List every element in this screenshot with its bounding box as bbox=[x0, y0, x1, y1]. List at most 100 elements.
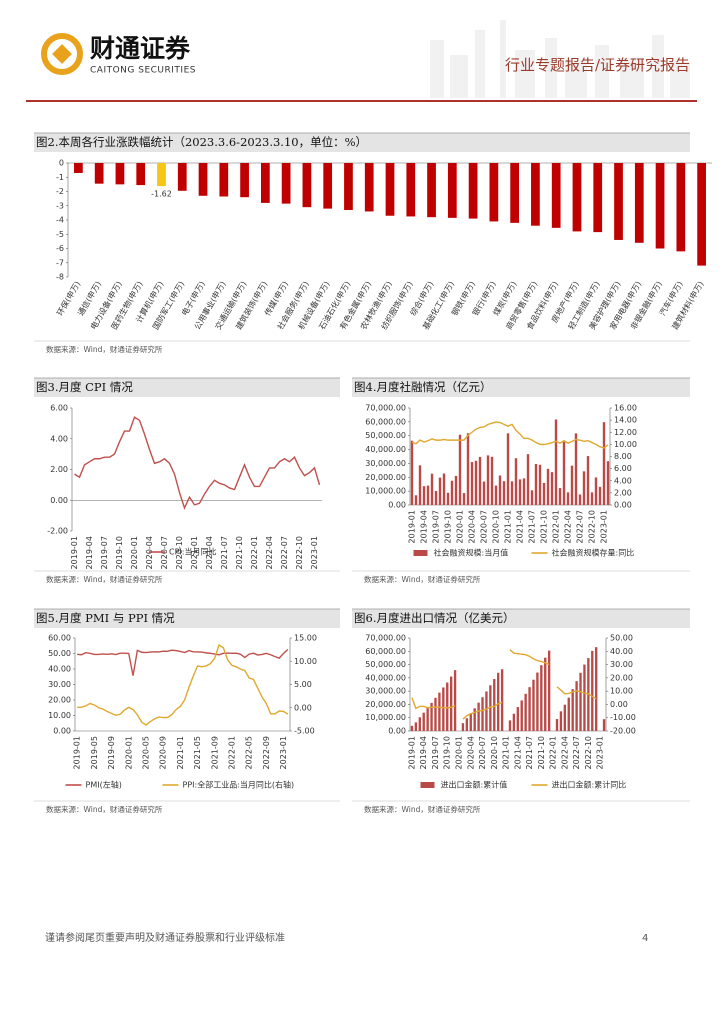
y-tick-label: 30.00 bbox=[48, 680, 71, 689]
y-tick-label: 70,000.00 bbox=[365, 404, 406, 413]
y2-tick-label: -5.00 bbox=[294, 727, 315, 736]
y-tick-label: 50,000.00 bbox=[365, 660, 406, 669]
y-tick-label: 40.00 bbox=[48, 665, 71, 674]
y-tick-label: -4 bbox=[56, 216, 64, 225]
figure-source: 数据来源：Wind，财通证券研究所 bbox=[46, 344, 163, 354]
figure-title-bar bbox=[34, 609, 340, 628]
bar bbox=[518, 479, 522, 505]
x-tick-label: 2022-01 bbox=[227, 736, 236, 769]
figure-title-bar bbox=[34, 133, 690, 152]
bar bbox=[532, 679, 535, 731]
y2-tick-label: 10.00 bbox=[610, 687, 633, 696]
bar bbox=[446, 492, 450, 505]
x-tick-label: 2022-01 bbox=[250, 536, 259, 569]
x-tick-label: 2019-01 bbox=[408, 510, 417, 543]
x-tick-label: 2022-05 bbox=[245, 736, 254, 769]
bar bbox=[676, 163, 686, 252]
line bbox=[556, 686, 597, 700]
bar bbox=[497, 672, 500, 731]
y-tick-label: 20,000.00 bbox=[365, 473, 406, 482]
y2-tick-label: 10.00 bbox=[294, 657, 317, 666]
x-tick-label: 2021-07 bbox=[528, 510, 537, 543]
figure-title-bar bbox=[352, 609, 690, 628]
x-tick-label: 2022-07 bbox=[576, 510, 585, 543]
bar bbox=[323, 163, 333, 209]
x-tick-label: 2020-10 bbox=[492, 510, 501, 543]
bar bbox=[485, 691, 488, 731]
bar bbox=[438, 477, 442, 505]
bar bbox=[450, 480, 454, 505]
bar bbox=[136, 163, 146, 186]
bar bbox=[302, 163, 312, 208]
bar bbox=[453, 670, 457, 731]
bar bbox=[470, 462, 474, 505]
bar bbox=[406, 163, 416, 217]
x-tick-label: 2019-10 bbox=[444, 510, 453, 543]
x-tick-label: 2019-05 bbox=[90, 736, 99, 769]
bar bbox=[551, 163, 561, 228]
x-tick-label: 2019-09 bbox=[107, 736, 116, 769]
bar bbox=[697, 163, 706, 266]
legend-label: 社会融资规模存量:同比 bbox=[552, 548, 635, 558]
y-tick-label: 10,000.00 bbox=[365, 487, 406, 496]
figure-source: 数据来源：Wind，财通证券研究所 bbox=[46, 804, 163, 814]
x-tick-label: 2022-01 bbox=[552, 510, 561, 543]
bar bbox=[634, 163, 644, 243]
bar bbox=[469, 713, 472, 731]
figure-title: 图2.本周各行业涨跌幅统计（2023.3.6-2023.3.10，单位：%） bbox=[36, 135, 367, 149]
bar bbox=[465, 718, 469, 731]
line bbox=[77, 643, 289, 726]
x-tick-label: 2021-04 bbox=[516, 510, 525, 543]
figure: 图6.月度进出口情况（亿美元） 数据来源：Wind，财通证券研究所 0.00 10,0… bbox=[352, 608, 690, 814]
x-tick-label: 2019-04 bbox=[419, 736, 428, 769]
x-tick-label: 2023-01 bbox=[279, 736, 288, 769]
x-tick-label: 2021-05 bbox=[193, 736, 202, 769]
bar bbox=[414, 495, 418, 505]
bar bbox=[520, 700, 523, 731]
y-tick-label: 60,000.00 bbox=[365, 417, 406, 426]
bar bbox=[586, 456, 590, 505]
bar bbox=[512, 713, 516, 731]
x-tick-label: 2023-01 bbox=[596, 736, 605, 769]
y-tick-label: 20.00 bbox=[48, 696, 71, 705]
bar bbox=[449, 676, 453, 731]
report-type: 行业专题报告/证券研究报告 bbox=[505, 56, 690, 74]
bar bbox=[260, 163, 270, 203]
bar bbox=[536, 672, 539, 731]
bar bbox=[508, 720, 512, 731]
y-tick-label: -8 bbox=[56, 273, 64, 282]
bar bbox=[422, 486, 426, 505]
bar bbox=[593, 163, 603, 233]
y-tick-label: -2 bbox=[56, 187, 64, 196]
bar bbox=[574, 433, 578, 505]
y2-tick-label: 8.00 bbox=[614, 452, 632, 461]
legend-label: PMI(左轴) bbox=[86, 780, 122, 790]
x-tick-label: 2021-07 bbox=[220, 536, 229, 569]
line bbox=[411, 421, 609, 449]
figure-title: 图6.月度进出口情况（亿美元） bbox=[354, 611, 514, 625]
bar bbox=[219, 163, 229, 197]
x-tick-label: 2021-10 bbox=[537, 736, 546, 769]
x-tick-label: 2022-04 bbox=[564, 510, 573, 543]
y-tick-label: 10.00 bbox=[48, 711, 71, 720]
bar bbox=[562, 440, 566, 505]
bar bbox=[578, 494, 582, 505]
bar bbox=[563, 704, 567, 731]
x-tick-label: 2021-01 bbox=[504, 510, 513, 543]
bar bbox=[430, 702, 433, 731]
y2-tick-label: 30.00 bbox=[610, 660, 633, 669]
y-tick-label: 60,000.00 bbox=[365, 647, 406, 656]
skyline bbox=[430, 20, 690, 98]
bar bbox=[602, 422, 606, 505]
x-tick-label: 2020-01 bbox=[456, 510, 465, 543]
bar bbox=[506, 433, 510, 505]
bar bbox=[530, 490, 534, 505]
y-tick-label: 0.00 bbox=[388, 501, 406, 510]
x-tick-label: 2019-01 bbox=[70, 536, 79, 569]
bar bbox=[418, 465, 422, 505]
bar bbox=[567, 697, 570, 731]
y-tick-label: -3 bbox=[56, 201, 64, 210]
